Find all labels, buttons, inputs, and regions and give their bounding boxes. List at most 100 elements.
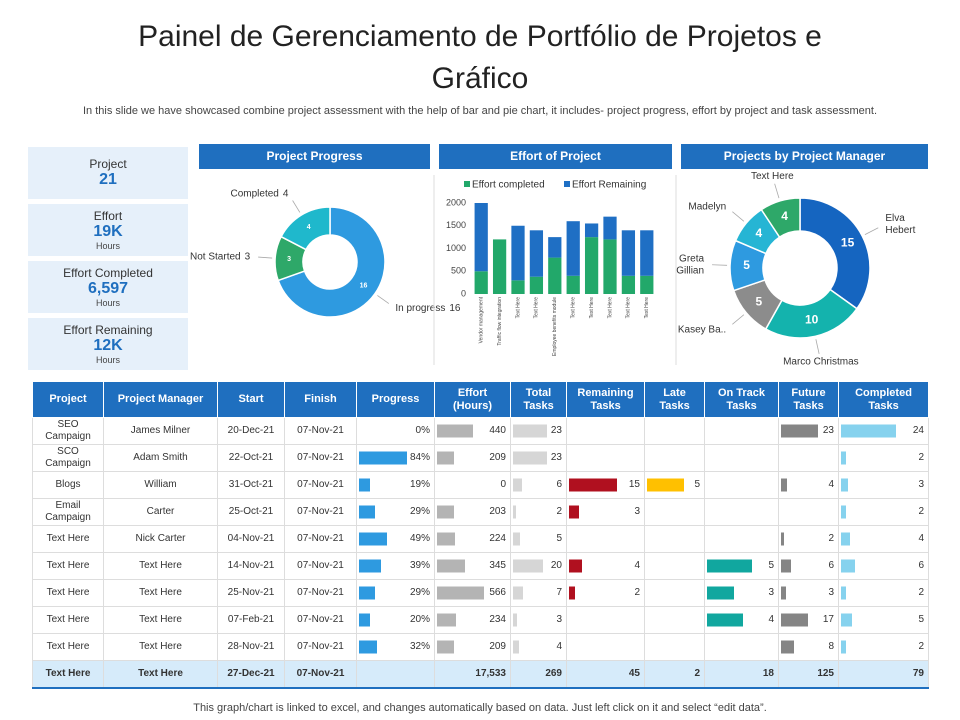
chart-header: [681, 144, 928, 169]
table-cell: 6: [838, 552, 929, 580]
table-cell: 5: [510, 525, 567, 553]
table-cell: 28-Nov-21: [217, 633, 285, 661]
kpi-unit: Hours: [95, 355, 120, 365]
table-cell: 20%: [356, 606, 435, 634]
kpi-card: Effort Remaining 12K Hours: [28, 318, 188, 370]
table-cell: 7: [510, 579, 567, 607]
data-bar: [513, 586, 524, 600]
data-bar: [841, 640, 846, 654]
slice-value: 5: [743, 258, 750, 272]
table-cell: Text Here: [103, 633, 218, 661]
cell-text: 20%: [409, 614, 430, 625]
cell-text: Email Campaign: [45, 500, 91, 523]
table-cell: 27-Dec-21: [217, 660, 285, 689]
table-cell: 4: [566, 552, 645, 580]
slice-label: Greta Gillian: [676, 253, 704, 276]
kpi-card: Project 21: [28, 147, 188, 199]
data-bar: [841, 451, 846, 465]
cell-text: 5: [918, 614, 924, 625]
cell-text: 45: [628, 668, 640, 679]
cell-text: Text Here: [45, 668, 91, 679]
leader-line: [258, 256, 273, 259]
slice-value: 16: [360, 282, 368, 289]
slice-name: Greta: [679, 253, 704, 264]
cell-text: 2: [918, 587, 924, 598]
slice-value: 15: [841, 236, 855, 250]
cell-text: Text Here: [46, 560, 90, 571]
kpi-label: Effort Remaining: [63, 323, 153, 337]
data-bar: [841, 505, 846, 519]
slice-label: Marco Christmas: [783, 356, 859, 367]
cell-text: Carter: [146, 506, 175, 517]
table-row: Text Here Text Here 07-Feb-21 07-Nov-21 20% 2…: [32, 606, 929, 634]
column-header: Future Tasks: [778, 381, 839, 418]
kpi-value: 6,597: [87, 280, 129, 297]
table-cell: 20: [510, 552, 567, 580]
table-cell: 14-Nov-21: [217, 552, 285, 580]
bar-segment: [529, 276, 544, 294]
data-bar: [437, 424, 474, 438]
data-bar: [359, 532, 387, 546]
table-cell: William: [103, 471, 218, 499]
table-cell: 07-Nov-21: [284, 606, 357, 634]
x-tick-label: Text Here: [571, 297, 577, 319]
cell-text: 79: [912, 668, 924, 679]
subtitle: In this slide we have showcased combine …: [82, 105, 878, 117]
cell-text: 3: [918, 479, 924, 490]
table-cell: 39%: [356, 552, 435, 580]
table-cell: 6: [510, 471, 567, 499]
table-cell: [566, 525, 645, 553]
cell-text: 49%: [409, 533, 430, 544]
cell-text: 224: [489, 533, 506, 544]
table-row: Text Here Text Here 25-Nov-21 07-Nov-21 29% 5…: [32, 579, 929, 607]
table-cell: 15: [566, 471, 645, 499]
cell-text: 4: [634, 560, 640, 571]
column-header: Project Manager: [103, 381, 218, 418]
cell-text: 0: [500, 479, 506, 490]
cell-text: 2: [918, 506, 924, 517]
legend-label: Effort Remaining: [572, 180, 646, 191]
table-cell: 4: [510, 633, 567, 661]
table-cell: Carter: [103, 498, 218, 526]
x-tick-label: Vendor management: [479, 296, 485, 343]
cell-text: 234: [489, 614, 506, 625]
table-cell: Text Here: [32, 552, 104, 580]
data-bar: [707, 559, 753, 573]
table-cell: Adam Smith: [103, 444, 218, 472]
data-bar: [707, 586, 735, 600]
table-cell: Nick Carter: [103, 525, 218, 553]
table-cell: [704, 444, 779, 472]
table-cell: 79: [838, 660, 929, 689]
leader-line: [732, 314, 745, 325]
cell-text: Text Here: [139, 587, 182, 598]
leader-line: [292, 200, 301, 213]
bar-segment: [640, 275, 654, 294]
table-cell: 07-Nov-21: [284, 552, 357, 580]
table-row: Text Here Text Here 14-Nov-21 07-Nov-21 39% 3…: [32, 552, 929, 580]
table-cell: 3: [778, 579, 839, 607]
data-bar: [647, 478, 684, 492]
bar-segment: [603, 239, 617, 294]
table-cell: [704, 471, 779, 499]
cell-text: 07-Nov-21: [297, 506, 344, 517]
table-cell: 2: [838, 633, 929, 661]
data-bar: [359, 640, 378, 654]
table-cell: 224: [434, 525, 511, 553]
cell-text: Text Here: [139, 614, 182, 625]
slice-name: Marco Christmas: [783, 356, 859, 367]
bar-segment: [529, 230, 544, 277]
cell-text: 6: [828, 560, 834, 571]
cell-text: 19%: [409, 479, 430, 490]
data-bar: [569, 505, 579, 519]
cell-text: Blogs: [55, 479, 81, 490]
cell-text: 2: [918, 452, 924, 463]
table-cell: 5: [704, 552, 779, 580]
slice-name: Not Started: [190, 251, 241, 262]
table-cell: 6: [778, 552, 839, 580]
cell-text: 3: [768, 587, 774, 598]
data-bar: [513, 532, 521, 546]
table-cell: [644, 633, 705, 661]
cell-text: 3: [556, 614, 562, 625]
